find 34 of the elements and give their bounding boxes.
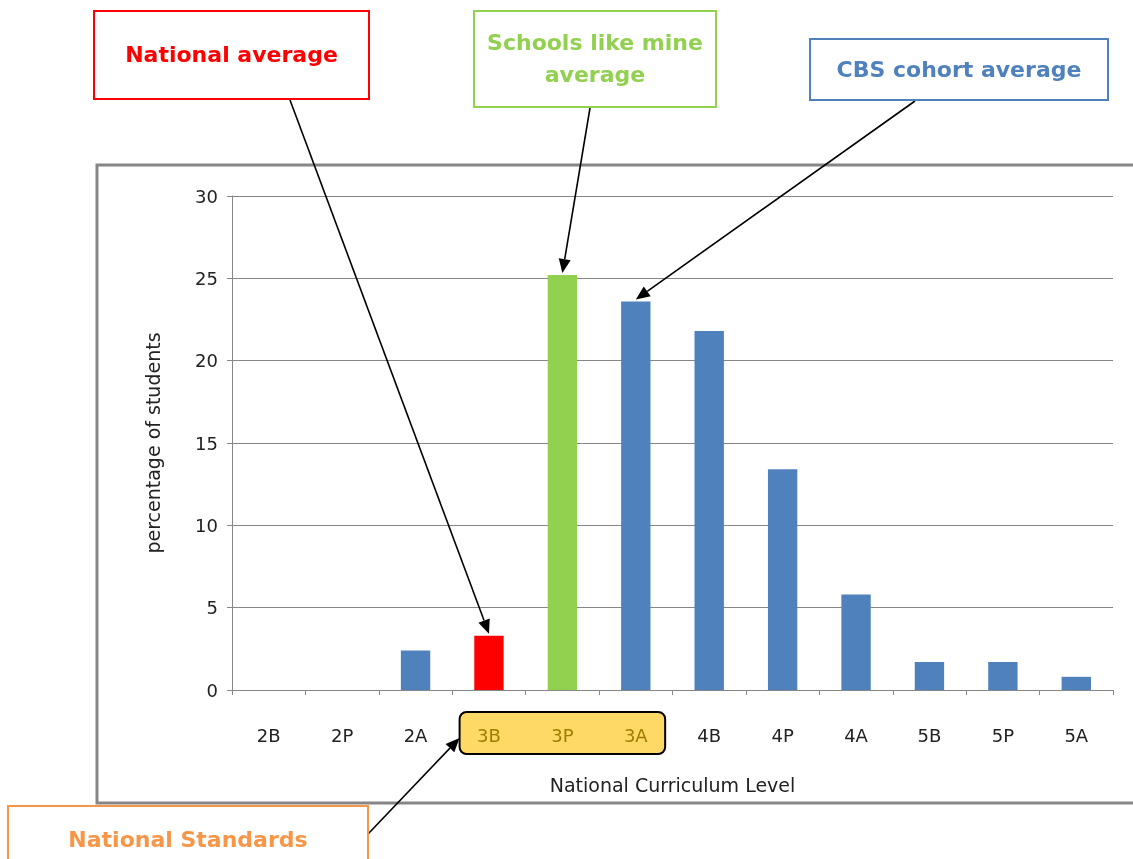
bar xyxy=(914,662,945,690)
y-tick-label: 10 xyxy=(195,514,218,536)
x-tick-label: 2B xyxy=(256,724,281,746)
bar xyxy=(694,331,724,690)
bar xyxy=(474,635,504,690)
bar xyxy=(1061,676,1091,690)
x-tick-label: 5P xyxy=(991,724,1015,746)
x-tick-label: 4P xyxy=(771,724,794,746)
x-tick-label: 4B xyxy=(697,724,722,746)
x-tick-label: 3B xyxy=(477,724,501,746)
text: CBS cohort average xyxy=(809,38,1109,101)
x-tick-label: 2P xyxy=(330,724,354,746)
text: National Standards xyxy=(7,805,369,859)
x-tick-label: 5A xyxy=(1064,724,1089,746)
x-tick-label: 3P xyxy=(551,724,574,746)
y-axis-title: percentage of students xyxy=(141,332,164,554)
x-tick-label: 5B xyxy=(917,724,942,746)
x-axis-title: National Curriculum Level xyxy=(549,773,796,796)
y-tick-label: 30 xyxy=(195,185,218,207)
bar xyxy=(988,662,1018,690)
bar xyxy=(547,275,578,690)
text: Schools like mine average xyxy=(473,10,717,108)
y-tick-label: 0 xyxy=(206,679,218,701)
y-tick-label: 25 xyxy=(195,267,218,289)
y-tick-label: 20 xyxy=(195,350,218,372)
x-tick-label: 3A xyxy=(623,724,649,746)
bar xyxy=(767,469,798,690)
bar xyxy=(400,650,431,690)
y-tick-label: 15 xyxy=(195,432,218,454)
x-tick-label: 2A xyxy=(403,724,429,746)
x-tick-label: 4A xyxy=(844,724,869,746)
bar xyxy=(841,594,871,690)
y-tick-label: 5 xyxy=(206,597,218,619)
text: National average xyxy=(93,10,370,100)
